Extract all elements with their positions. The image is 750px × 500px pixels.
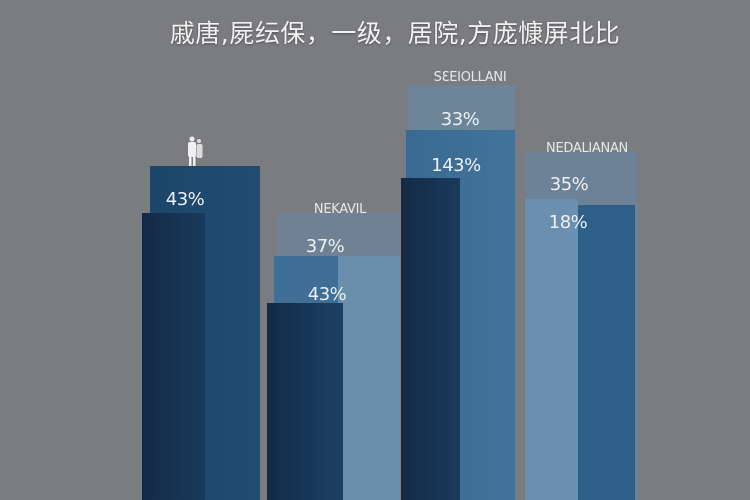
data-label: 33% (440, 109, 480, 130)
data-label: 43% (307, 284, 347, 305)
data-label: 143% (431, 155, 481, 176)
bar-group4-light (525, 199, 578, 500)
data-label: 37% (305, 236, 345, 257)
person-icon (188, 136, 203, 166)
data-label: 43% (165, 189, 205, 210)
bar-group2-front (267, 303, 343, 500)
bar-group4-blue (578, 205, 635, 500)
bar-group3-front (401, 178, 460, 500)
bar-group1-front (142, 213, 205, 500)
data-label: 35% (549, 174, 589, 195)
category-label: SƐEIOLLANI (433, 70, 507, 85)
chart-title: 戚唐,屍纭保，一级，居院,方庞慷屏北比 (169, 19, 621, 48)
bar-group2-light (338, 256, 400, 500)
category-label: NEKAVIL (313, 202, 367, 217)
category-label: NEDALIANAN (546, 141, 628, 156)
data-label: 18% (548, 212, 588, 233)
